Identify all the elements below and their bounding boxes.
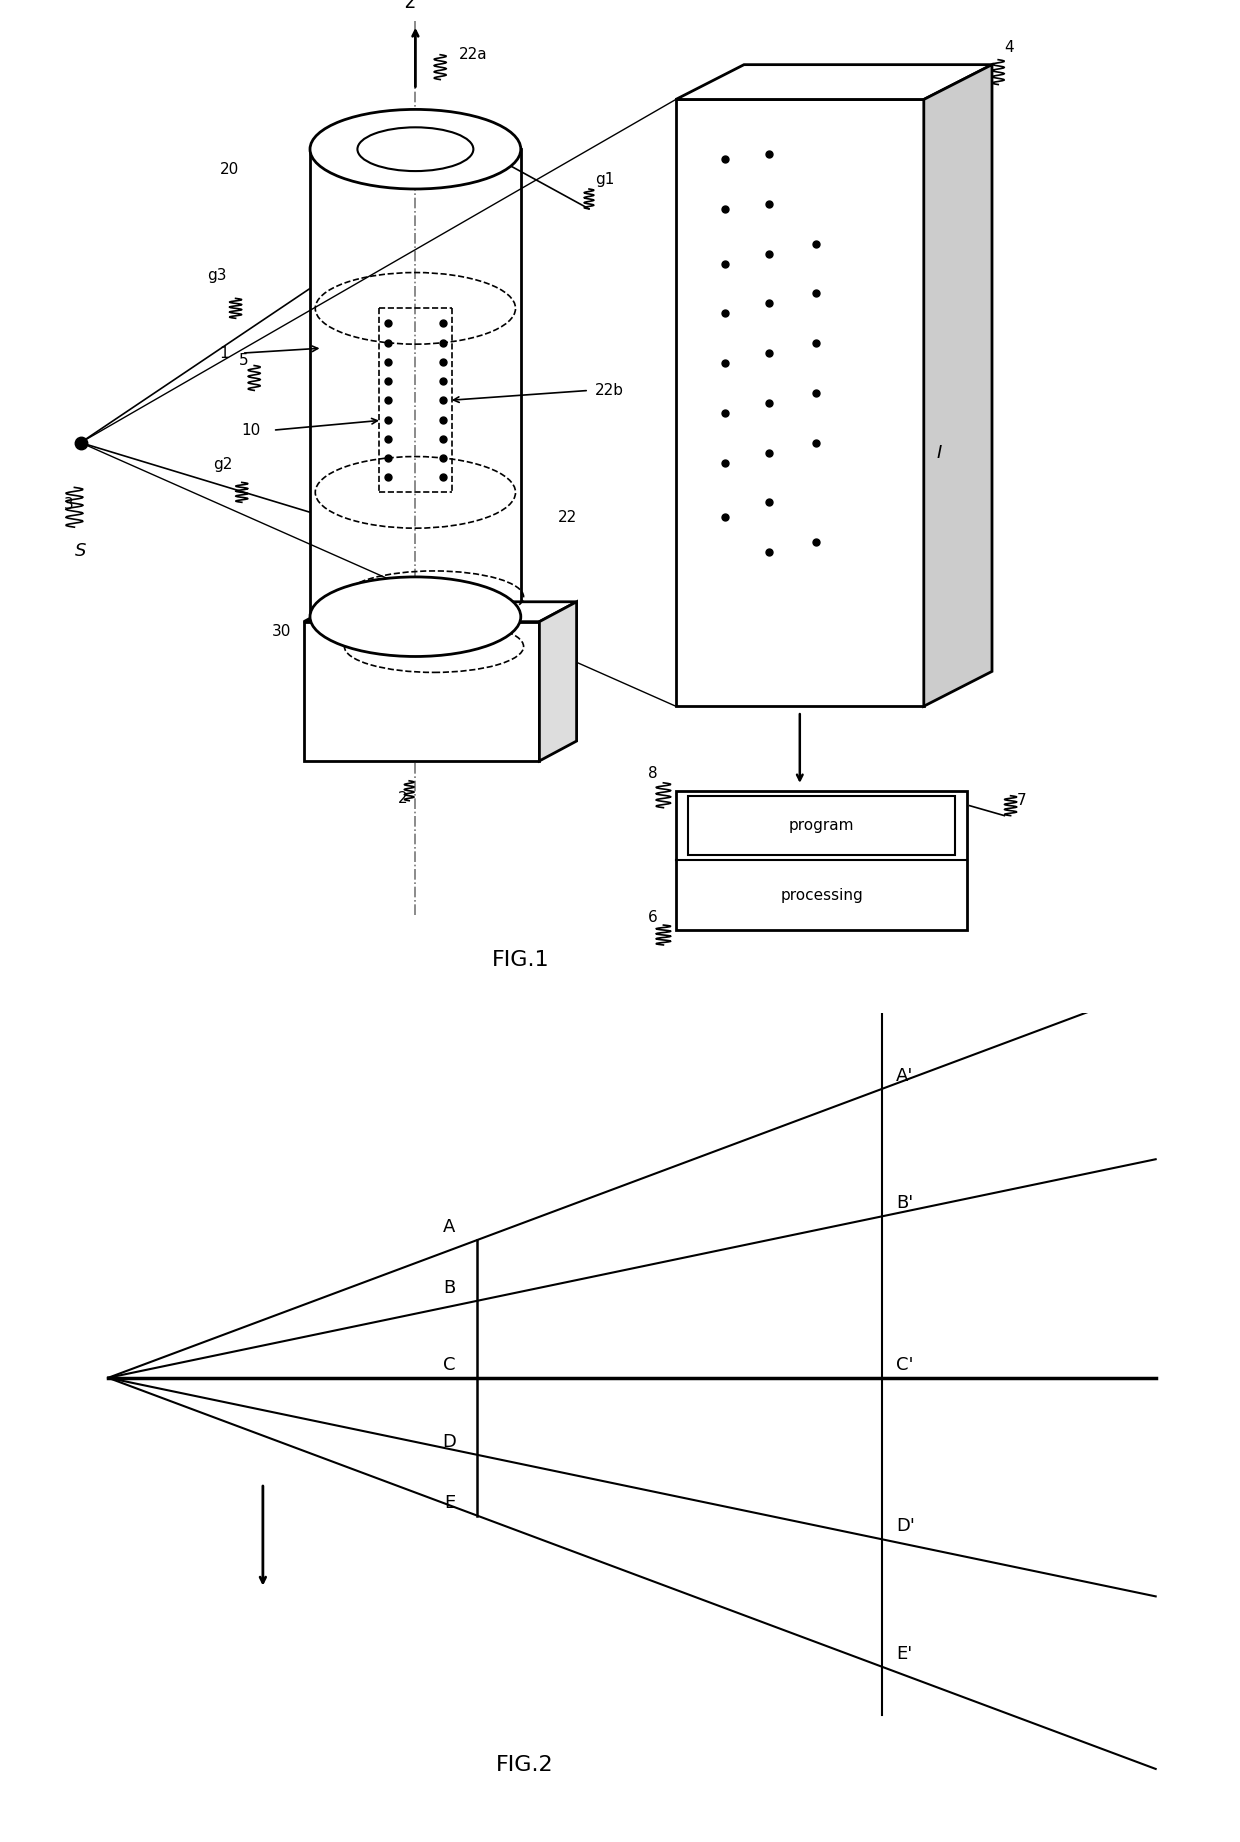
Text: g3: g3 (207, 269, 227, 284)
Text: 8: 8 (647, 766, 657, 781)
Text: 22: 22 (558, 510, 578, 525)
Polygon shape (676, 64, 992, 99)
Ellipse shape (310, 577, 521, 656)
Text: 7: 7 (1017, 794, 1027, 809)
Text: C: C (443, 1356, 456, 1374)
Polygon shape (539, 602, 577, 761)
Text: 22b: 22b (595, 383, 624, 398)
Polygon shape (924, 64, 992, 705)
Polygon shape (676, 99, 924, 705)
Text: 30: 30 (272, 624, 291, 639)
Text: E': E' (897, 1645, 913, 1663)
Polygon shape (304, 621, 539, 761)
Text: A: A (444, 1218, 456, 1236)
Text: 3: 3 (63, 497, 73, 512)
Text: 2: 2 (398, 790, 408, 805)
Text: A': A' (897, 1067, 914, 1085)
Ellipse shape (310, 109, 521, 190)
Text: FIG.1: FIG.1 (492, 950, 549, 969)
Text: C': C' (897, 1356, 914, 1374)
Text: E: E (444, 1494, 456, 1512)
Text: z: z (404, 0, 414, 11)
Text: I: I (936, 444, 941, 462)
Text: g1: g1 (595, 171, 615, 186)
FancyBboxPatch shape (688, 796, 955, 855)
Text: 6: 6 (647, 910, 657, 925)
Text: 22a: 22a (459, 48, 487, 63)
Text: B': B' (897, 1194, 914, 1212)
Text: D': D' (897, 1518, 915, 1534)
Text: FIG.2: FIG.2 (496, 1755, 553, 1776)
Text: 4: 4 (1004, 41, 1014, 55)
Text: processing: processing (780, 888, 863, 903)
Text: B: B (444, 1278, 456, 1297)
Text: S: S (74, 542, 87, 560)
FancyBboxPatch shape (676, 790, 967, 930)
Text: 1: 1 (219, 346, 229, 361)
Text: g2: g2 (213, 457, 233, 472)
Polygon shape (304, 602, 577, 621)
Text: 10: 10 (241, 422, 260, 438)
Text: program: program (789, 818, 854, 833)
Text: D: D (441, 1433, 456, 1451)
Text: 20: 20 (219, 162, 239, 177)
Text: 5: 5 (238, 354, 248, 368)
